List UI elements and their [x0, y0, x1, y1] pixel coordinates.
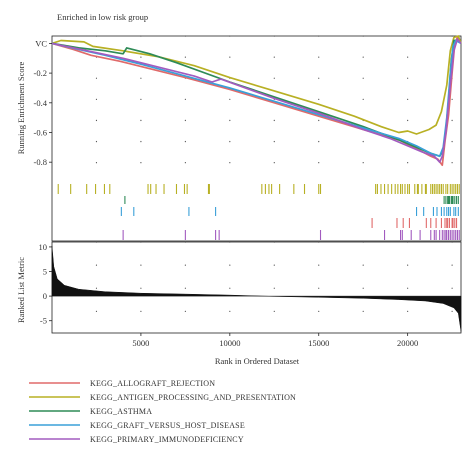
metric-y-tick-label: 5 — [43, 267, 47, 277]
legend-label: KEGG_PRIMARY_IMMUNODEFICIENCY — [90, 435, 244, 444]
es-y-axis: VC -0.2 -0.4 -0.6 -0.8 — [34, 38, 52, 167]
legend-label: KEGG_ANTIGEN_PROCESSING_AND_PRESENTATION — [90, 393, 296, 402]
x-tick-label: 10000 — [219, 338, 240, 348]
metric-y-tick-label: 0 — [43, 291, 47, 301]
legend: KEGG_ALLOGRAFT_REJECTION KEGG_ANTIGEN_PRO… — [29, 379, 296, 444]
x-axis: 5000 10000 15000 20000 — [132, 333, 418, 348]
metric-y-axis: 10 5 0 -5 — [39, 242, 52, 326]
es-line-4 — [51, 38, 462, 164]
chart-header: Enriched in low risk group — [57, 12, 148, 22]
metric-y-tick-label: -5 — [40, 316, 47, 326]
es-lines — [51, 35, 462, 167]
es-y-tick-label: -0.6 — [34, 127, 47, 137]
es-line-3 — [51, 39, 462, 158]
x-tick-label: 15000 — [308, 338, 329, 348]
ranked-metric-area — [51, 245, 462, 332]
es-y-tick-label: -0.8 — [34, 157, 47, 167]
legend-label: KEGG_ASTHMA — [90, 407, 152, 416]
metric-y-axis-title: Ranked List Metric — [16, 257, 26, 323]
x-tick-label: 5000 — [132, 338, 149, 348]
x-tick-label: 20000 — [397, 338, 418, 348]
metric-y-tick-label: 10 — [39, 242, 48, 252]
legend-label: KEGG_ALLOGRAFT_REJECTION — [90, 379, 215, 388]
hit-marks — [57, 184, 460, 240]
es-y-tick-label: VC — [35, 38, 47, 48]
es-line-1 — [51, 35, 462, 135]
es-y-tick-label: -0.4 — [34, 98, 48, 108]
legend-label: KEGG_GRAFT_VERSUS_HOST_DISEASE — [90, 421, 245, 430]
x-axis-title: Rank in Ordered Dataset — [215, 356, 300, 366]
es-y-tick-label: -0.2 — [34, 68, 47, 78]
es-y-axis-title: Running Enrichment Score — [16, 62, 26, 155]
metric-panel — [51, 241, 462, 334]
